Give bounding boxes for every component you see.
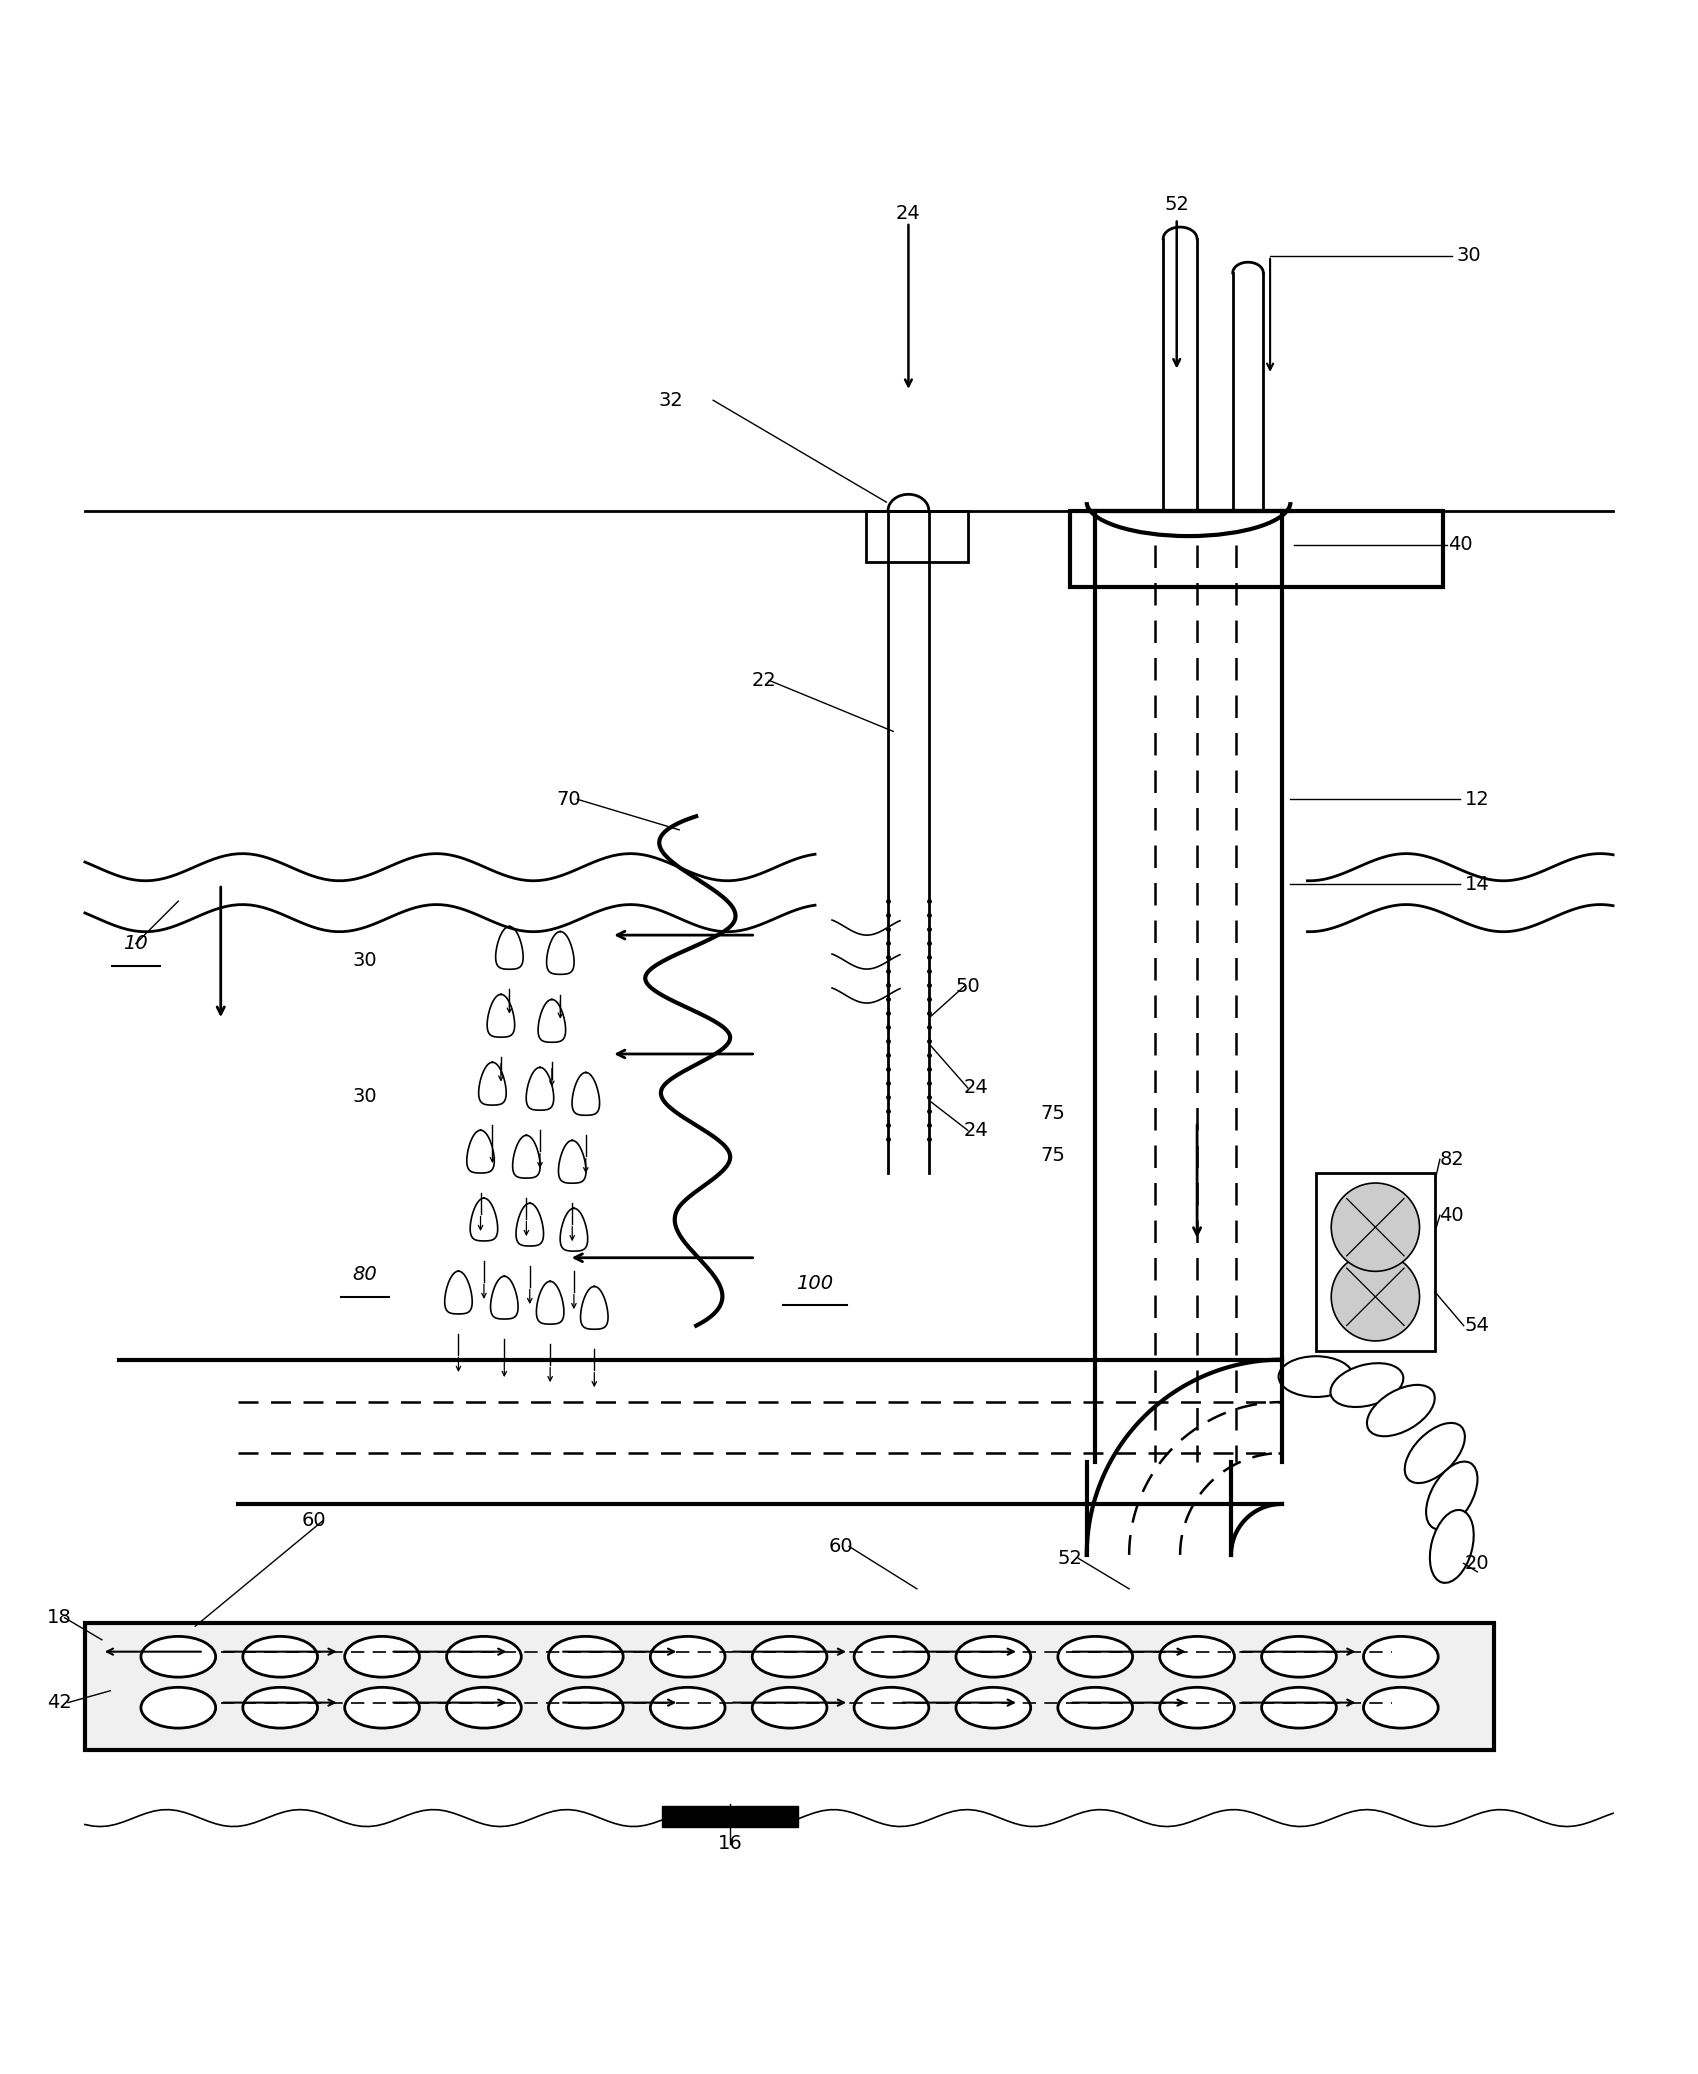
Ellipse shape	[1367, 1385, 1435, 1437]
Text: 60: 60	[302, 1512, 326, 1531]
Text: 10: 10	[124, 933, 148, 954]
Text: 32: 32	[659, 390, 683, 411]
Ellipse shape	[1279, 1356, 1353, 1398]
Text: 22: 22	[752, 670, 776, 691]
Ellipse shape	[854, 1636, 929, 1678]
Ellipse shape	[1430, 1510, 1474, 1582]
Text: 52: 52	[1058, 1549, 1082, 1568]
Text: 24: 24	[964, 1120, 988, 1141]
Text: 42: 42	[48, 1692, 71, 1713]
Ellipse shape	[1363, 1688, 1438, 1728]
Text: 82: 82	[1440, 1149, 1464, 1170]
Circle shape	[1331, 1182, 1420, 1271]
Ellipse shape	[1058, 1688, 1133, 1728]
Ellipse shape	[345, 1636, 419, 1678]
Bar	[85, 1622, 1494, 1750]
Text: 75: 75	[1041, 1103, 1065, 1122]
Ellipse shape	[1262, 1688, 1336, 1728]
Ellipse shape	[1160, 1688, 1234, 1728]
Ellipse shape	[447, 1636, 521, 1678]
Bar	[1070, 510, 1443, 587]
Ellipse shape	[243, 1636, 318, 1678]
Bar	[866, 510, 968, 562]
Text: 24: 24	[897, 203, 920, 224]
Text: 14: 14	[1465, 875, 1489, 894]
Ellipse shape	[752, 1688, 827, 1728]
Ellipse shape	[650, 1688, 725, 1728]
Ellipse shape	[548, 1688, 623, 1728]
Text: 24: 24	[964, 1078, 988, 1097]
Text: 30: 30	[353, 952, 377, 971]
Bar	[1316, 1172, 1435, 1350]
Ellipse shape	[345, 1688, 419, 1728]
Ellipse shape	[1058, 1636, 1133, 1678]
Ellipse shape	[447, 1688, 521, 1728]
Ellipse shape	[1160, 1636, 1234, 1678]
Text: 20: 20	[1465, 1553, 1489, 1572]
Text: 80: 80	[353, 1265, 377, 1284]
Circle shape	[1331, 1253, 1420, 1342]
Ellipse shape	[1331, 1363, 1403, 1406]
Ellipse shape	[141, 1636, 216, 1678]
Text: 30: 30	[1457, 247, 1481, 265]
Ellipse shape	[956, 1636, 1031, 1678]
Text: 16: 16	[718, 1833, 742, 1852]
Ellipse shape	[752, 1636, 827, 1678]
Text: 75: 75	[1041, 1147, 1065, 1166]
Text: 40: 40	[1440, 1205, 1464, 1226]
Text: 50: 50	[956, 977, 980, 996]
Text: 30: 30	[353, 1087, 377, 1105]
Text: 54: 54	[1465, 1317, 1489, 1336]
Ellipse shape	[141, 1688, 216, 1728]
Ellipse shape	[1404, 1423, 1465, 1483]
Ellipse shape	[956, 1688, 1031, 1728]
Ellipse shape	[548, 1636, 623, 1678]
Text: 70: 70	[557, 790, 581, 809]
Text: 100: 100	[796, 1273, 834, 1292]
Ellipse shape	[854, 1688, 929, 1728]
Ellipse shape	[1363, 1636, 1438, 1678]
Text: 40: 40	[1448, 535, 1472, 554]
Text: 12: 12	[1465, 790, 1489, 809]
Text: 60: 60	[829, 1537, 852, 1556]
Text: 52: 52	[1165, 195, 1189, 214]
Text: 18: 18	[48, 1607, 71, 1628]
Bar	[662, 1806, 798, 1827]
Ellipse shape	[1426, 1462, 1477, 1529]
Ellipse shape	[650, 1636, 725, 1678]
Ellipse shape	[243, 1688, 318, 1728]
Ellipse shape	[1262, 1636, 1336, 1678]
